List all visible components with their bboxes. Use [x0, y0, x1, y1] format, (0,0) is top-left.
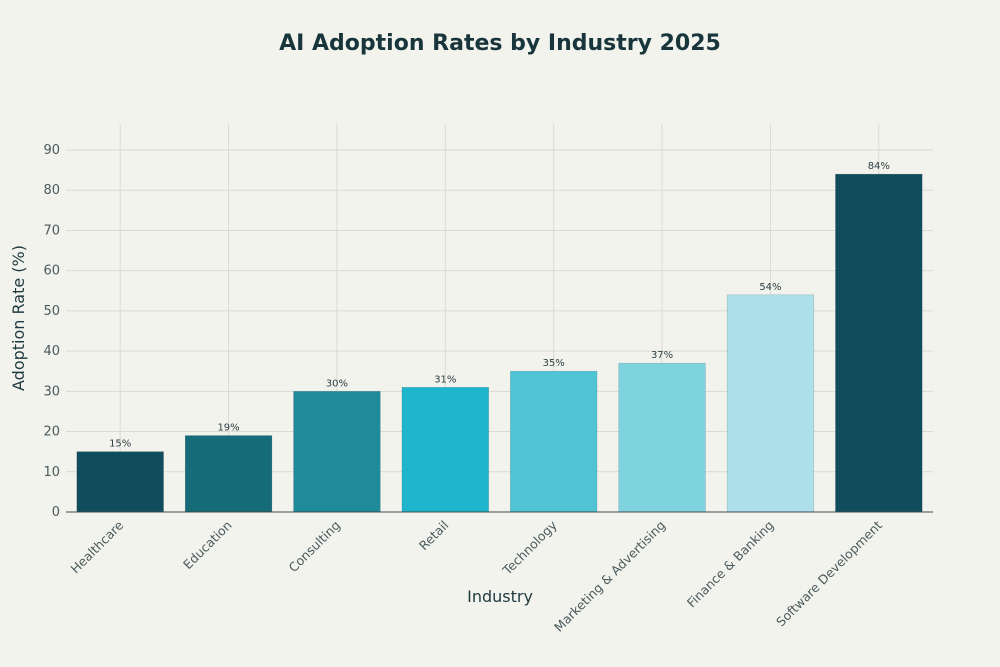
data-label: 35% — [543, 358, 565, 369]
data-labels: 15% 19% 30% 31% 35% 37% 54% 84% — [109, 161, 890, 450]
bar-retail — [401, 387, 489, 513]
x-tick-label: Healthcare — [68, 517, 127, 576]
x-axis-title: Industry — [467, 587, 533, 606]
chart-title: AI Adoption Rates by Industry 2025 — [279, 31, 721, 56]
y-tick-label: 10 — [43, 465, 60, 480]
x-tick-label: Consulting — [285, 518, 343, 576]
y-axis-title: Adoption Rate (%) — [9, 245, 28, 391]
x-axis-ticks: Healthcare Education Consulting Retail Techn… — [68, 517, 885, 635]
y-tick-label: 0 — [52, 505, 60, 520]
data-label: 15% — [109, 439, 131, 450]
x-tick-label: Technology — [499, 517, 560, 578]
bar-finance-banking — [726, 294, 815, 513]
y-tick-label: 30 — [43, 384, 60, 399]
y-tick-label: 40 — [43, 344, 60, 359]
y-tick-label: 90 — [43, 143, 60, 158]
bar-education — [184, 435, 273, 513]
data-label: 37% — [651, 350, 673, 361]
y-tick-label: 20 — [43, 425, 60, 440]
bar-healthcare — [76, 451, 164, 513]
bar-marketing-advertising — [618, 362, 706, 513]
data-label: 30% — [326, 378, 348, 389]
y-axis-ticks: 0 10 20 30 40 50 60 70 80 90 — [43, 143, 60, 520]
bar-technology — [510, 370, 598, 513]
data-label: 54% — [759, 282, 781, 293]
x-tick-label: Software Development — [773, 517, 885, 629]
data-label: 84% — [868, 161, 890, 172]
bar-software-development — [835, 173, 923, 513]
y-tick-label: 80 — [43, 183, 60, 198]
data-label: 31% — [434, 374, 456, 385]
x-tick-label: Marketing & Advertising — [551, 518, 668, 635]
y-tick-label: 60 — [43, 264, 60, 279]
data-label: 19% — [217, 423, 239, 434]
y-tick-label: 70 — [43, 223, 60, 238]
x-tick-label: Retail — [416, 518, 452, 554]
bar-consulting — [293, 391, 381, 513]
x-tick-label: Finance & Banking — [684, 518, 777, 611]
y-tick-label: 50 — [43, 304, 60, 319]
bars — [76, 173, 923, 513]
x-tick-label: Education — [180, 518, 235, 573]
